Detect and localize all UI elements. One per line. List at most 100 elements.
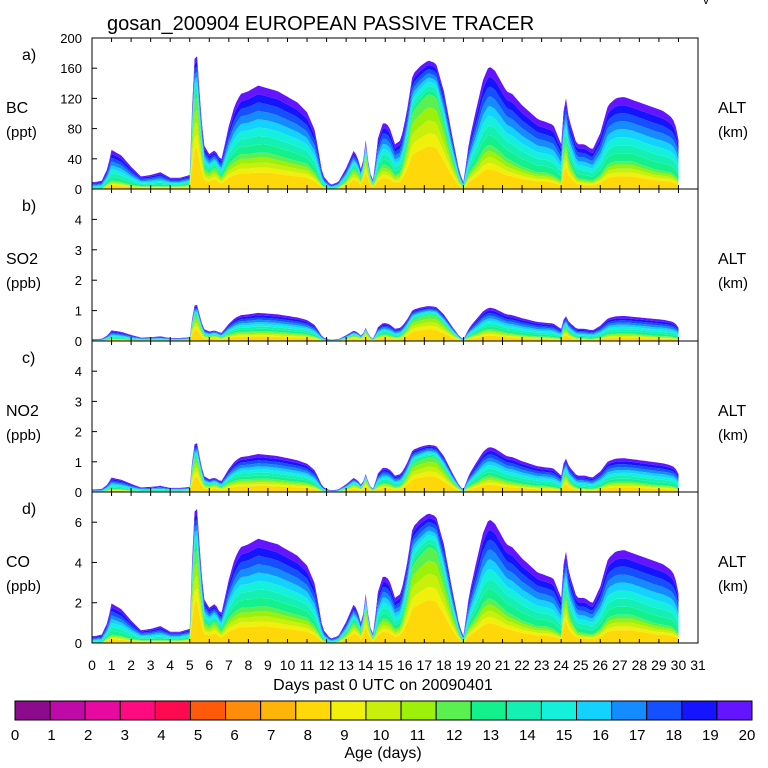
colorbar-swatch bbox=[330, 700, 367, 721]
colorbar-label: Age (days) bbox=[344, 745, 421, 762]
colorbar-swatch bbox=[681, 700, 718, 721]
x-tick-label: 25 bbox=[573, 657, 589, 673]
x-tick-label: 18 bbox=[436, 657, 452, 673]
x-tick-label: 23 bbox=[534, 657, 550, 673]
right-alt-unit: (km) bbox=[718, 578, 748, 595]
y-tick-label: 120 bbox=[60, 91, 82, 106]
x-tick-label: 24 bbox=[553, 657, 569, 673]
x-tick-label: 12 bbox=[319, 657, 335, 673]
colorbar-tick-label: 1 bbox=[47, 727, 55, 744]
colorbar-tick-label: 14 bbox=[519, 727, 536, 744]
colorbar-swatch bbox=[295, 700, 332, 721]
colorbar-tick-label: 10 bbox=[373, 727, 390, 744]
y-tick-label: 6 bbox=[75, 515, 82, 530]
area-layer-bc-0 bbox=[92, 146, 679, 189]
x-tick-label: 15 bbox=[377, 657, 393, 673]
y-tick-label: 3 bbox=[75, 394, 82, 409]
y-tick-label: 3 bbox=[75, 243, 82, 258]
area-layer-no2-1 bbox=[92, 471, 679, 492]
x-tick-label: 28 bbox=[632, 657, 648, 673]
colorbar-swatch bbox=[154, 700, 191, 721]
x-tick-label: 27 bbox=[612, 657, 628, 673]
colorbar-swatch bbox=[119, 700, 156, 721]
panel-co: 0 2 4 6 d) CO (ppb) ALT (km) bbox=[6, 491, 748, 651]
panel-so2: 0 1 2 3 4 b) SO2 (ppb) ALT (km) bbox=[6, 188, 748, 349]
x-tick-label: 22 bbox=[514, 657, 530, 673]
panel-species: BC bbox=[6, 100, 28, 117]
x-tick-label: 31 bbox=[690, 657, 706, 673]
x-tick-label: 0 bbox=[88, 657, 96, 673]
area-layer-no2-6 bbox=[92, 454, 679, 492]
y-tick-label: 1 bbox=[75, 304, 82, 319]
x-tick-label: 5 bbox=[186, 657, 194, 673]
panel-frame bbox=[91, 491, 699, 644]
panel-species: SO2 bbox=[6, 251, 38, 268]
y-tick-label: 200 bbox=[60, 31, 82, 46]
colorbar-swatch bbox=[576, 700, 613, 721]
x-tick-label: 14 bbox=[358, 657, 374, 673]
colorbar-swatch bbox=[540, 700, 578, 721]
right-alt-unit: (km) bbox=[718, 427, 748, 444]
colorbar-swatch bbox=[435, 700, 472, 721]
colorbar-swatch bbox=[646, 700, 683, 721]
panel-species: CO bbox=[6, 554, 30, 571]
panel-unit: (ppt) bbox=[6, 124, 37, 141]
panel-letter: b) bbox=[22, 198, 36, 215]
x-tick-label: 11 bbox=[300, 657, 315, 673]
x-tick-label: 3 bbox=[147, 657, 155, 673]
colorbar-swatch bbox=[260, 700, 297, 721]
area-layer-so2-6 bbox=[92, 313, 679, 341]
x-tick-label: 2 bbox=[127, 657, 135, 673]
colorbar-tick-label: 9 bbox=[340, 727, 348, 744]
colorbar-tick-label: 18 bbox=[665, 727, 682, 744]
panel-species: NO2 bbox=[6, 403, 39, 420]
area-layer-co-0 bbox=[92, 600, 679, 643]
colorbar-tick-label: 0 bbox=[11, 727, 19, 744]
x-axis-ticks: 0 1 2 3 4 5 6 7 8 9 10 11 12 13 14 15 16 17 18 19 20 21 22 23 24… bbox=[88, 657, 706, 673]
x-tick-label: 13 bbox=[338, 657, 354, 673]
panel-letter: d) bbox=[22, 501, 36, 518]
right-alt-label: ALT bbox=[718, 251, 746, 268]
area-layer-co-6 bbox=[92, 539, 679, 643]
y-tick-label: 2 bbox=[75, 596, 82, 611]
panel-unit: (ppb) bbox=[6, 275, 41, 292]
area-layer-bc-6 bbox=[92, 86, 679, 189]
colorbar-tick-label: 6 bbox=[230, 727, 238, 744]
colorbar-swatch bbox=[49, 700, 86, 721]
x-tick-label: 6 bbox=[205, 657, 213, 673]
area-layer-bc-5 bbox=[92, 90, 679, 189]
colorbar-tick-label: 12 bbox=[446, 727, 463, 744]
y-tick-label: 0 bbox=[75, 182, 82, 197]
x-tick-label: 9 bbox=[264, 657, 272, 673]
colorbar-tick-label: 15 bbox=[556, 727, 573, 744]
y-tick-label: 4 bbox=[75, 555, 82, 570]
colorbar-tick-label: 11 bbox=[410, 727, 426, 744]
colorbar-swatch bbox=[611, 700, 648, 721]
corner-mark: v bbox=[703, 0, 709, 7]
y-tick-label: 0 bbox=[75, 485, 82, 500]
x-tick-label: 1 bbox=[108, 657, 116, 673]
x-tick-label: 26 bbox=[592, 657, 608, 673]
right-alt-label: ALT bbox=[718, 100, 746, 117]
area-layer-bc-1 bbox=[92, 133, 679, 189]
area-layer-so2-5 bbox=[92, 314, 679, 341]
x-tick-label: 19 bbox=[456, 657, 472, 673]
colorbar-swatch bbox=[84, 700, 121, 721]
x-tick-label: 20 bbox=[475, 657, 491, 673]
x-axis-label: Days past 0 UTC on 20090401 bbox=[273, 677, 493, 694]
colorbar-tick-label: 17 bbox=[629, 727, 646, 744]
x-tick-label: 29 bbox=[651, 657, 667, 673]
panel-frame bbox=[91, 188, 699, 342]
right-alt-label: ALT bbox=[718, 403, 746, 420]
colorbar-swatch bbox=[505, 700, 542, 721]
colorbar-swatch bbox=[470, 700, 507, 721]
panel-unit: (ppb) bbox=[6, 578, 41, 595]
colorbar-swatch bbox=[716, 700, 753, 721]
colorbar-swatch bbox=[14, 700, 51, 721]
colorbar-tick-label: 5 bbox=[194, 727, 202, 744]
x-tick-label: 21 bbox=[495, 657, 511, 673]
x-tick-label: 30 bbox=[671, 657, 687, 673]
y-tick-label: 160 bbox=[60, 61, 82, 76]
area-layer-co-1 bbox=[92, 586, 679, 643]
